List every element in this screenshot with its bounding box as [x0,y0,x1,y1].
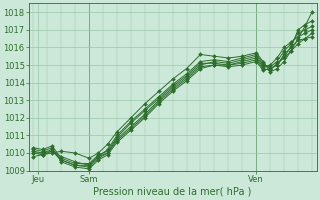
X-axis label: Pression niveau de la mer( hPa ): Pression niveau de la mer( hPa ) [93,187,252,197]
